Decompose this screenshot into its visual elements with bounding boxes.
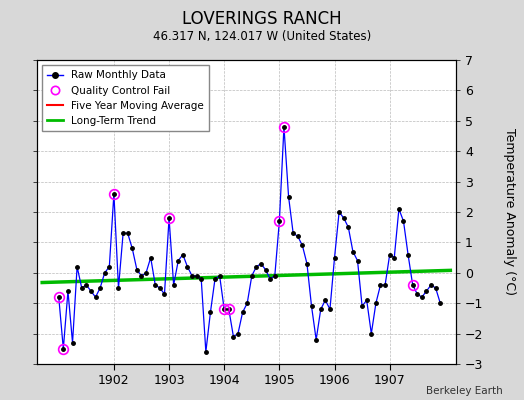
Legend: Raw Monthly Data, Quality Control Fail, Five Year Moving Average, Long-Term Tren: Raw Monthly Data, Quality Control Fail, … — [42, 65, 209, 131]
Text: Berkeley Earth: Berkeley Earth — [427, 386, 503, 396]
Text: 46.317 N, 124.017 W (United States): 46.317 N, 124.017 W (United States) — [153, 30, 371, 43]
Text: LOVERINGS RANCH: LOVERINGS RANCH — [182, 10, 342, 28]
Y-axis label: Temperature Anomaly (°C): Temperature Anomaly (°C) — [503, 128, 516, 296]
